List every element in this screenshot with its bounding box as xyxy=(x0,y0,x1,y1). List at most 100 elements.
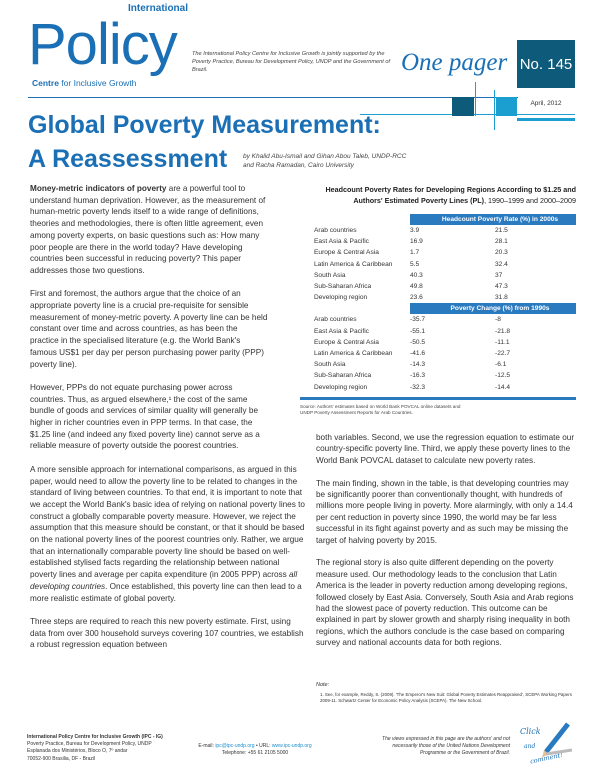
value-cell: -35.7 xyxy=(410,316,426,324)
note-text: 1. See, for example, Reddy, S. (2009). '… xyxy=(320,692,572,704)
footer-disclaimer: The views expressed in this page are the… xyxy=(345,736,510,758)
value-cell: 20.3 xyxy=(495,249,508,257)
decor-vline-2 xyxy=(494,90,495,130)
region-cell: Sub-Saharan Africa xyxy=(314,283,372,291)
one-pager-label: One pager xyxy=(401,49,508,76)
table-title: Headcount Poverty Rates for Developing R… xyxy=(300,184,576,206)
header-rule xyxy=(28,97,518,98)
p4a-text: A more sensible approach for internation… xyxy=(30,464,305,580)
region-cell: Arab countries xyxy=(314,227,357,235)
value-cell: -50.5 xyxy=(410,338,426,346)
authors-line1: by Khalid Abu-Ismail and Gihan Abou Tale… xyxy=(243,153,407,160)
footer-phone: Telephone: +55 61 2105 5000 xyxy=(221,750,289,757)
region-cell: Latin America & Caribbean xyxy=(314,260,393,268)
footer-contact: E-mail: ipc@ipc-undp.org • URL: www.ipc-… xyxy=(180,743,330,757)
footer-address: International Policy Centre for Inclusiv… xyxy=(27,734,163,763)
table-row: South Asia -14.3 -6.1 xyxy=(300,359,576,370)
value-cell: 37 xyxy=(495,271,503,279)
footer-addr3: 70052-900 Brasilia, DF - Brazil xyxy=(27,755,96,762)
table-row: Latin America & Caribbean -41.6 -22.7 xyxy=(300,348,576,359)
value-cell: 3.9 xyxy=(410,227,420,235)
logo-centre: Centre for Inclusive Growth xyxy=(32,78,136,89)
footer-addr1: Poverty Practice, Bureau for Development… xyxy=(27,741,152,748)
page-title-line2: A Reassessment xyxy=(28,145,228,173)
value-cell: 21.5 xyxy=(495,227,508,235)
table-row: Sub-Saharan Africa 49.8 47.3 xyxy=(300,281,576,292)
value-cell: -21.8 xyxy=(495,327,511,335)
p4-italic: all developing countries xyxy=(30,570,298,591)
table-row: Sub-Saharan Africa -16.3 -12.5 xyxy=(300,370,576,381)
value-cell: 32.4 xyxy=(495,260,508,268)
value-cell: 1.7 xyxy=(410,249,420,257)
region-cell: East Asia & Pacific xyxy=(314,327,369,335)
issue-number: No. 145 xyxy=(517,40,575,88)
page-title-line1: Global Poverty Measurement: xyxy=(28,111,381,139)
value-cell: -41.6 xyxy=(410,349,426,357)
support-text: The International Policy Centre for Incl… xyxy=(192,51,391,73)
value-cell: 47.3 xyxy=(495,283,508,291)
region-cell: South Asia xyxy=(314,361,346,369)
value-cell: 49.8 xyxy=(410,283,423,291)
pencil-icon xyxy=(542,722,573,758)
click-and-comment-button[interactable]: Click and comment! xyxy=(518,722,574,768)
table-row: Developing region 23.6 31.8 xyxy=(300,292,576,303)
table-source: Source: Authors' estimates based on Worl… xyxy=(300,404,460,416)
authors: by Khalid Abu-Ismail and Gihan Abou Tale… xyxy=(243,152,406,170)
header-blank xyxy=(300,303,410,315)
value-cell: -12.5 xyxy=(495,372,511,380)
logo-international: International xyxy=(128,3,189,14)
value-cell: 23.6 xyxy=(410,294,423,302)
table-row: Developing region -32.3 -14.4 xyxy=(300,381,576,392)
disclaimer-line1: The views expressed in this page are the… xyxy=(382,736,510,742)
table-title-bold: Headcount Poverty Rates for Developing R… xyxy=(325,185,576,205)
paragraph-4: A more sensible approach for internation… xyxy=(30,464,306,604)
paragraph-5: Three steps are required to reach this n… xyxy=(30,616,304,650)
region-cell: Latin America & Caribbean xyxy=(314,349,393,357)
table-row: East Asia & Pacific -55.1 -21.8 xyxy=(300,326,576,337)
date-underline xyxy=(517,118,575,121)
region-cell: Europe & Central Asia xyxy=(314,338,379,346)
p4b-text: . Once established, this poverty line ca… xyxy=(30,581,302,603)
table-bottom-rule xyxy=(300,397,576,400)
value-cell: -8 xyxy=(495,316,501,324)
value-cell: 40.3 xyxy=(410,271,423,279)
logo-centre-rest: for Inclusive Growth xyxy=(58,78,137,88)
section-header-text: Headcount Poverty Rate (%) in 2000s xyxy=(410,214,576,225)
region-cell: Arab countries xyxy=(314,316,357,324)
table-row: South Asia 40.3 37 xyxy=(300,270,576,281)
url-label: • URL: xyxy=(254,743,272,749)
value-cell: -11.1 xyxy=(495,338,510,346)
lead-bold: Money-metric indicators of poverty xyxy=(30,184,167,193)
source-line2: UNDP Poverty Assessment Reports for Arab… xyxy=(300,410,413,415)
email-link[interactable]: ipc@ipc-undp.org xyxy=(215,743,255,749)
region-cell: South Asia xyxy=(314,271,346,279)
table-row: Latin America & Caribbean 5.5 32.4 xyxy=(300,259,576,270)
email-label: E-mail: xyxy=(198,743,216,749)
disclaimer-line2: necessarily those of the United Nations … xyxy=(392,743,510,750)
region-cell: East Asia & Pacific xyxy=(314,238,369,246)
table-row: Europe & Central Asia 1.7 20.3 xyxy=(300,247,576,258)
table-row: East Asia & Pacific 16.9 28.1 xyxy=(300,236,576,247)
note-label: Note: xyxy=(316,682,330,688)
logo-policy: Policy xyxy=(28,12,178,77)
value-cell: -14.4 xyxy=(495,383,511,391)
decor-vline-1 xyxy=(475,82,476,116)
value-cell: -32.3 xyxy=(410,383,426,391)
region-cell: Developing region xyxy=(314,383,368,391)
authors-line2: and Racha Ramadan, Cairo University xyxy=(243,162,354,169)
logo-centre-bold: Centre xyxy=(32,78,59,88)
issue-date: April, 2012 xyxy=(530,100,562,107)
table-section-header: Poverty Change (%) from 1990s xyxy=(300,303,576,315)
and-text: and xyxy=(524,743,535,750)
table-row: Arab countries -35.7 -8 xyxy=(300,314,576,325)
paragraph-3: However, PPPs do not equate purchasing p… xyxy=(30,382,260,451)
value-cell: 31.8 xyxy=(495,294,508,302)
click-text: Click xyxy=(520,727,541,736)
url-link[interactable]: www.ipc-undp.org xyxy=(271,743,312,749)
table-row: Europe & Central Asia -50.5 -11.1 xyxy=(300,337,576,348)
table-row: Arab countries 3.9 21.5 xyxy=(300,225,576,236)
table-section-header: Headcount Poverty Rate (%) in 2000s xyxy=(300,214,576,225)
header-blank xyxy=(300,214,410,225)
paragraph-1: Money-metric indicators of poverty are a… xyxy=(30,183,306,277)
left-column: Money-metric indicators of poverty are a… xyxy=(30,183,306,651)
